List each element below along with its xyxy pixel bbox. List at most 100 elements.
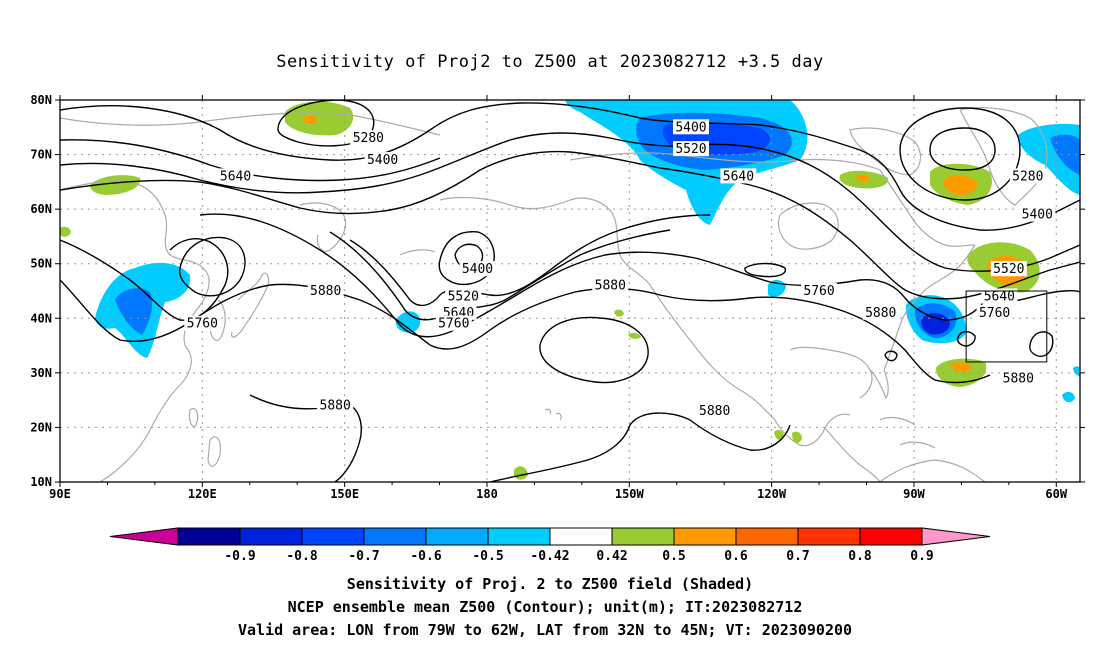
shading-pos-small-1: [614, 309, 624, 317]
shading-neg-small-3: [1073, 366, 1080, 376]
shading-pos-small-2: [628, 333, 641, 339]
contour-5760-asia: [60, 238, 229, 321]
contour-label: 5880: [595, 279, 626, 294]
lat-tick-label: 20N: [30, 420, 52, 434]
coast-hudson-bay: [777, 202, 839, 250]
contour-label: 5640: [723, 169, 754, 184]
lat-tick-label: 60N: [30, 202, 52, 216]
map-grid: [60, 100, 1080, 482]
contour-label: 5880: [865, 306, 896, 321]
contour-label: 5880: [1003, 371, 1034, 386]
contour-label-bg: [990, 261, 1027, 277]
coast-asia-east: [60, 180, 210, 482]
contour-label-bg: [1009, 168, 1046, 184]
contour-label: 5880: [699, 404, 730, 419]
contour-label-bg: [364, 152, 401, 168]
colorbar-label: -0.6: [410, 549, 441, 564]
contour-label-bg: [976, 304, 1013, 320]
colorbar-swatch: [363, 527, 427, 546]
coast-philippines: [207, 436, 221, 467]
colorbar: -0.9 -0.8 -0.7 -0.6 -0.5 -0.42 0.42 0.5 0.6 0.7 0.…: [109, 527, 991, 564]
axis-ticks: [55, 95, 1085, 487]
shading-pos-small-west: [60, 226, 71, 237]
contour-label: 5520: [675, 142, 706, 157]
contour-label: 5760: [979, 306, 1010, 321]
caption-line-1: Sensitivity of Proj. 2 to Z500 field (Sh…: [347, 575, 753, 593]
latitude-labels: 10N 20N 30N 40N 50N 60N 70N 80N: [30, 93, 52, 489]
contour-5880-south: [249, 394, 362, 482]
shading-pos-arctic-1: [285, 101, 354, 136]
coast-gulf: [789, 346, 873, 399]
lon-tick-label: 120E: [188, 487, 217, 501]
coast-alaska: [439, 196, 651, 286]
contour-5280-east: [899, 107, 1021, 201]
colorbar-label: -0.8: [286, 549, 317, 564]
contour-5760-trough: [199, 213, 986, 338]
lat-tick-label: 30N: [30, 366, 52, 380]
contour-label-bg: [801, 283, 838, 298]
map-frame: [59, 99, 1081, 483]
colorbar-swatch: [797, 527, 861, 546]
contour-atlantic-loop: [1029, 331, 1054, 357]
contour-asia-loop: [178, 236, 246, 297]
colorbar-swatch: [301, 527, 365, 546]
coast-taiwan: [188, 408, 199, 427]
contour-label-bg: [1019, 206, 1056, 222]
contour-label: 5520: [448, 289, 479, 304]
contour-label-bg: [350, 130, 387, 146]
colorbar-swatch: [177, 527, 241, 546]
coast-na-east: [883, 244, 976, 371]
coast-hawaii: [544, 408, 562, 421]
coast-greenland: [959, 107, 1048, 206]
coast-labrador: [879, 169, 976, 247]
contour-label-bg: [445, 288, 482, 304]
colorbar-label: 0.8: [848, 549, 872, 564]
colorbar-swatch: [859, 527, 923, 546]
colorbar-swatch: [735, 527, 799, 546]
shading-pos-bermuda: [936, 358, 987, 387]
figure-title: Sensitivity of Proj2 to Z500 at 20230827…: [276, 52, 823, 72]
colorbar-swatch: [239, 527, 303, 546]
contour-target-loop: [956, 331, 976, 347]
contour-label: 5400: [675, 120, 706, 135]
shading-pos-arctic-1-core: [302, 115, 318, 125]
contour-label: 5760: [438, 317, 469, 332]
lat-tick-label: 40N: [30, 311, 52, 325]
coast-caribbean: [879, 416, 936, 449]
contour-5520-trough: [349, 214, 711, 307]
coast-kamchatka: [299, 202, 347, 252]
contour-label: 5880: [310, 284, 341, 299]
contour-label-bg: [184, 315, 221, 331]
coast-alaska-islands: [399, 249, 436, 256]
contour-5640-trough: [329, 229, 671, 321]
contour-label-bg: [217, 168, 254, 184]
caption-line-2: NCEP ensemble mean Z500 (Contour); unit(…: [288, 598, 803, 616]
contour-5400-west-loop: [60, 139, 441, 182]
colorbar-swatch: [487, 527, 551, 546]
shading-pos-bermuda-core: [950, 362, 972, 372]
contour-label-bg: [672, 119, 709, 135]
coast-florida: [869, 369, 889, 400]
contour-label-bg: [307, 283, 344, 298]
contour-label: 5760: [803, 284, 834, 299]
shading-neg-small-2: [1062, 391, 1075, 403]
contour-label-bg: [459, 261, 496, 277]
shading-pos-siberia: [90, 175, 141, 195]
lat-tick-label: 80N: [30, 93, 52, 107]
contour-1002-loop: [884, 350, 898, 362]
colorbar-label: 0.5: [662, 549, 685, 564]
shading-pos-small-3: [774, 429, 784, 440]
contour-label: 5640: [220, 169, 251, 184]
coast-canada-arctic: [569, 152, 881, 171]
shading-neg-asia-core: [115, 288, 153, 335]
colorbar-label: -0.9: [224, 549, 255, 564]
contour-label-bg: [862, 304, 899, 320]
lon-tick-label: 60W: [1045, 487, 1067, 501]
colorbar-swatch: [673, 527, 737, 546]
lon-tick-label: 150W: [615, 487, 645, 501]
colorbar-label: 0.42: [596, 549, 627, 564]
coast-baffin: [849, 127, 922, 176]
contour-label: 5880: [320, 399, 351, 414]
contour-label-bg: [435, 315, 472, 331]
